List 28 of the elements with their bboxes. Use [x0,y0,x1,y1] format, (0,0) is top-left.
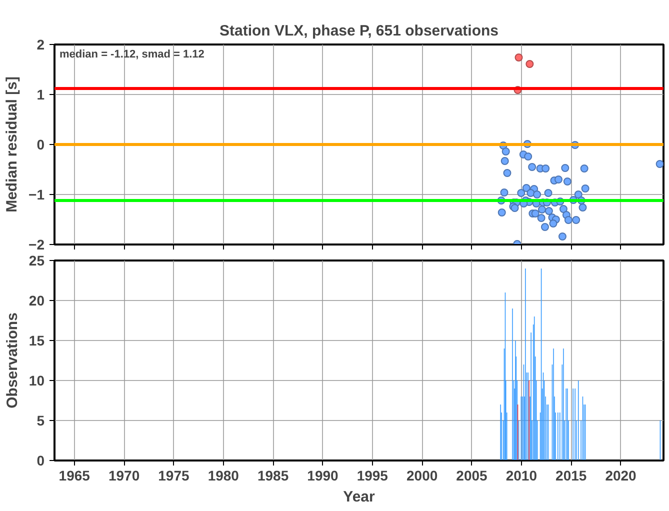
y-tick-label: 0 [36,452,45,468]
y-tick-label: −2 [28,236,45,252]
chart-title: Station VLX, phase P, 651 observations [220,22,499,40]
x-axis-title: Year [343,488,376,506]
y-tick-label: 1 [36,86,45,102]
y-tick-label: 0 [36,136,45,152]
y-tick-label: 20 [28,292,45,308]
y-tick-label: 10 [28,372,45,388]
y-tick-label: 15 [28,332,45,348]
annotation: median = -1.12, smad = 1.12 [60,48,204,60]
x-tick-label: 1985 [257,468,289,484]
x-tick-label: 2015 [556,468,587,484]
x-tick-label: 1965 [58,468,90,484]
x-tick-label: 1980 [208,468,240,484]
y-axis-title: Observations [4,312,21,408]
y-tick-label: 2 [36,36,45,52]
x-tick-label: 2010 [506,468,538,484]
x-tick-label: 1995 [356,468,388,484]
y-axis-title: Median residual [s] [4,76,21,212]
y-tick-label: 5 [36,412,45,428]
x-tick-label: 2005 [456,468,488,484]
x-tick-label: 2020 [605,468,637,484]
x-tick-label: 1975 [158,468,190,484]
y-tick-label: 25 [28,252,45,268]
y-tick-label: −1 [28,186,45,202]
x-tick-label: 2000 [406,468,438,484]
x-tick-label: 1970 [108,468,140,484]
x-tick-label: 1990 [307,468,339,484]
